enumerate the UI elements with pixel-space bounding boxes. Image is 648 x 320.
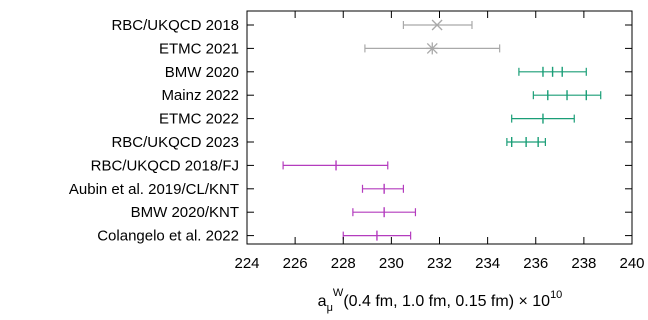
x-label-sup: W	[333, 287, 344, 299]
x-tick-label: 226	[283, 255, 308, 272]
y-label: ETMC 2021	[159, 40, 239, 57]
x-ticks: 224 226 228 230 232 234 236 238 240	[234, 11, 645, 272]
data-point	[431, 19, 443, 31]
y-label: Aubin et al. 2019/CL/KNT	[69, 181, 239, 198]
x-tick-label: 232	[427, 255, 452, 272]
x-label-sub: μ	[327, 302, 333, 314]
x-tick-label: 228	[331, 255, 356, 272]
x-tick-label: 236	[523, 255, 548, 272]
y-label: RBC/UKQCD 2023	[111, 134, 239, 151]
plot-frame	[246, 10, 633, 245]
x-label-base: a	[318, 293, 327, 310]
y-label: RBC/UKQCD 2018	[111, 17, 239, 34]
y-label: ETMC 2022	[159, 111, 239, 128]
x-tick-label: 230	[379, 255, 404, 272]
data-marks	[282, 19, 602, 241]
y-label: Mainz 2022	[161, 87, 239, 104]
y-label: BMW 2020/KNT	[131, 204, 239, 221]
x-tick-label: 234	[475, 255, 500, 272]
x-tick-label: 240	[619, 255, 644, 272]
y-label: BMW 2020	[165, 64, 239, 81]
y-label: RBC/UKQCD 2018/FJ	[91, 157, 239, 174]
y-labels: RBC/UKQCD 2018 ETMC 2021 BMW 2020 Mainz 202…	[69, 17, 632, 245]
x-label-exp: 10	[550, 289, 562, 301]
y-label: Colangelo et al. 2022	[97, 228, 239, 245]
x-tick-label: 238	[571, 255, 596, 272]
x-axis-label: aμW(0.4 fm, 1.0 fm, 0.15 fm) × 1010	[318, 287, 563, 314]
x-label-rest: (0.4 fm, 1.0 fm, 0.15 fm) × 10	[343, 293, 550, 310]
x-tick-label: 224	[234, 255, 259, 272]
